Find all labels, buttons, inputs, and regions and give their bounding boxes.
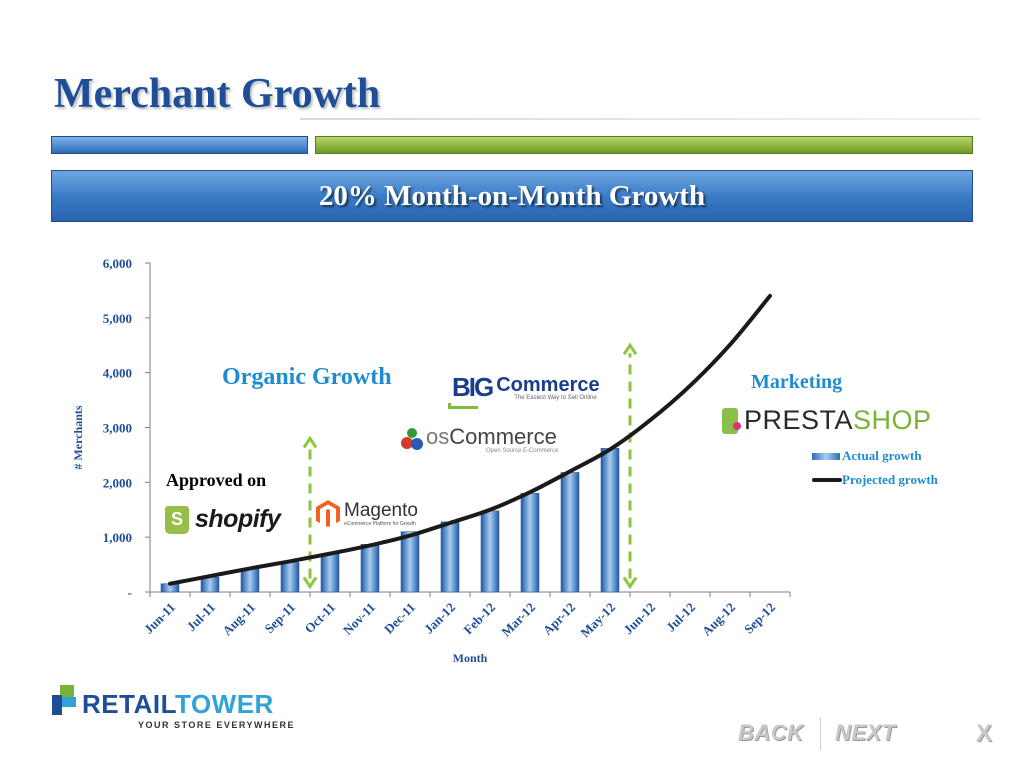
- x-tick-label: Jun-12: [620, 600, 658, 638]
- bar-series: [160, 448, 620, 593]
- oscommerce-icon: [401, 428, 423, 452]
- projected-growth-line: [168, 293, 772, 586]
- chart-legend: Actual growth Projected growth: [812, 444, 938, 492]
- legend-item-actual: Actual growth: [812, 444, 938, 468]
- cube-icon: [52, 685, 78, 717]
- x-tick-label: Jan-12: [421, 600, 458, 637]
- bigcommerce-logo: BIG Commerce The Easiest Way to Sell Onl…: [448, 372, 600, 409]
- legend-label-projected: Projected growth: [842, 472, 938, 487]
- arrow-up-icon: [302, 435, 318, 449]
- y-tick-label: 5,000: [103, 311, 132, 326]
- bar: [200, 576, 220, 593]
- retail-tower-logo: RETAILTOWER YOUR STORE EVERYWHERE: [52, 685, 295, 730]
- oscommerce-logo: osCommerce Open Source E-Commerce: [401, 426, 558, 454]
- phase-marker: [622, 342, 638, 590]
- x-tick-label: May-12: [577, 600, 618, 641]
- shopify-logo: S shopify: [165, 505, 281, 534]
- organic-growth-label: Organic Growth: [222, 364, 392, 390]
- oscommerce-tagline: Open Source E-Commerce: [486, 448, 559, 454]
- shopping-bag-icon: S: [165, 505, 189, 534]
- magento-wordmark: Magento: [344, 500, 418, 521]
- magento-icon: [316, 500, 340, 527]
- brand-name-tower: TOWER: [175, 689, 274, 719]
- bar: [400, 531, 420, 593]
- prestashop-wordmark-b: SHOP: [853, 405, 932, 435]
- arrow-down-icon: [622, 576, 638, 590]
- line-series: [168, 293, 772, 586]
- next-button[interactable]: NEXT: [835, 720, 896, 746]
- back-button[interactable]: BACK: [738, 720, 804, 746]
- legend-label-actual: Actual growth: [842, 448, 922, 463]
- arrow-down-icon: [302, 576, 318, 590]
- close-button[interactable]: X: [976, 720, 993, 747]
- legend-swatch-bar: [812, 452, 840, 460]
- bar: [320, 553, 340, 593]
- slide-title: Merchant Growth: [54, 71, 381, 117]
- bigcommerce-mark: BIG: [448, 372, 494, 409]
- nav-divider: [820, 718, 821, 750]
- brand-name-retail: RETAIL: [82, 689, 176, 719]
- legend-item-projected: Projected growth: [812, 468, 938, 492]
- bar: [280, 562, 300, 593]
- prestashop-logo: PRESTASHOP: [722, 405, 932, 436]
- growth-banner: 20% Month-on-Month Growth: [51, 170, 973, 222]
- arrow-up-icon: [622, 342, 638, 356]
- x-tick-label: Nov-11: [340, 600, 378, 638]
- title-underline: [300, 118, 980, 120]
- bar: [480, 510, 500, 593]
- accent-bar-blue: [51, 136, 308, 154]
- x-tick-label: Feb-12: [460, 600, 498, 638]
- bar: [600, 448, 620, 593]
- x-tick-label: Mar-12: [498, 600, 538, 640]
- shopify-wordmark: shopify: [195, 505, 281, 533]
- oscommerce-prefix: os: [426, 424, 450, 449]
- y-tick-label: 2,000: [103, 475, 132, 490]
- cart-icon: [448, 403, 478, 409]
- bar: [520, 493, 540, 593]
- x-tick-label: Jul-11: [183, 600, 218, 635]
- x-tick-label: Sep-11: [261, 600, 298, 637]
- y-tick-label: -: [128, 585, 132, 600]
- magento-tagline: eCommerce Platform for Growth: [344, 521, 416, 527]
- y-tick-label: 1,000: [103, 530, 132, 545]
- x-tick-label: Sep-12: [741, 600, 778, 637]
- bigcommerce-wordmark: Commerce: [496, 373, 600, 396]
- brand-tagline: YOUR STORE EVERYWHERE: [138, 720, 296, 730]
- back-label[interactable]: BACK: [738, 720, 804, 745]
- bar: [240, 568, 260, 593]
- y-tick-label: 4,000: [103, 366, 132, 381]
- magento-logo: Magento eCommerce Platform for Growth: [316, 500, 418, 528]
- bar: [560, 472, 580, 593]
- y-tick-label: 6,000: [103, 256, 132, 271]
- prestashop-wordmark-a: PRESTA: [744, 405, 854, 435]
- next-label[interactable]: NEXT: [835, 720, 896, 745]
- y-tick-label: 3,000: [103, 421, 132, 436]
- phase-marker: [302, 435, 318, 590]
- x-tick-label: Jul-12: [663, 600, 698, 635]
- x-tick-label: Dec-11: [381, 600, 418, 637]
- banner-text: 20% Month-on-Month Growth: [318, 179, 706, 212]
- x-tick-label: Aug-12: [699, 600, 738, 639]
- oscommerce-wordmark: Commerce: [449, 424, 557, 449]
- approved-on-label: Approved on: [166, 470, 267, 490]
- marketing-label: Marketing: [751, 371, 843, 393]
- x-tick-label: Oct-11: [301, 600, 338, 637]
- x-tick-label: Aug-11: [219, 600, 258, 639]
- bigcommerce-tagline: The Easiest Way to Sell Online: [514, 394, 597, 401]
- prestashop-bag-icon: [722, 407, 741, 434]
- bar: [360, 544, 380, 593]
- bar: [440, 521, 460, 593]
- x-axis-title: Month: [453, 651, 488, 665]
- legend-swatch-line: [812, 478, 842, 482]
- x-tick-label: Jun-11: [141, 600, 178, 637]
- x-tick-label: Apr-12: [540, 600, 578, 638]
- accent-bar-green: [315, 136, 973, 154]
- y-axis-title: # Merchants: [71, 405, 85, 469]
